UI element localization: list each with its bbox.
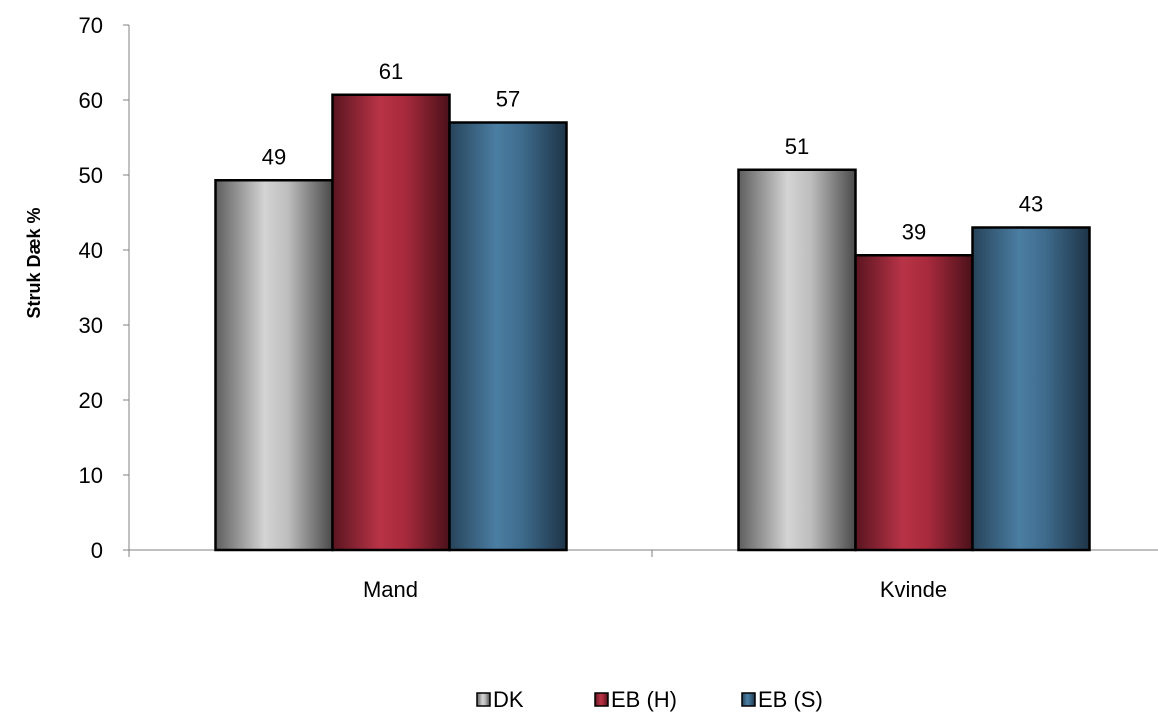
data-label: 43 xyxy=(1019,192,1043,217)
y-tick-label: 50 xyxy=(79,163,103,188)
bar-mand-2 xyxy=(448,121,568,552)
y-tick-label: 20 xyxy=(79,388,103,413)
legend-swatch xyxy=(594,692,609,707)
data-label: 61 xyxy=(379,59,403,84)
legend-label: DK xyxy=(493,687,524,712)
bar-mand-0 xyxy=(214,179,334,552)
legend-label: EB (H) xyxy=(611,687,677,712)
axes: 0 10 20 30 40 50 60 70 Mand Kvinde xyxy=(79,13,1158,602)
y-axis-label: Struk Dæk % xyxy=(24,207,44,318)
data-label: 39 xyxy=(902,219,926,244)
data-label: 51 xyxy=(785,134,809,159)
bar-kvinde-0 xyxy=(737,168,857,552)
y-tick-label: 30 xyxy=(79,313,103,338)
x-category-label: Kvinde xyxy=(880,577,947,602)
data-labels: 49 61 57 51 39 43 xyxy=(262,59,1043,245)
x-category-label: Mand xyxy=(363,577,418,602)
data-label: 49 xyxy=(262,144,286,169)
bars xyxy=(214,93,1091,552)
legend-label: EB (S) xyxy=(758,687,823,712)
y-tick-label: 10 xyxy=(79,463,103,488)
legend-swatch xyxy=(741,692,756,707)
bar-mand-1 xyxy=(331,93,451,552)
bar-kvinde-1 xyxy=(854,254,974,552)
legend-swatch xyxy=(476,692,491,707)
legend: DK EB (H) EB (S) xyxy=(476,687,823,712)
bar-kvinde-2 xyxy=(971,226,1091,552)
y-tick-label: 70 xyxy=(79,13,103,38)
data-label: 57 xyxy=(496,87,520,112)
y-tick-label: 0 xyxy=(91,538,103,563)
y-tick-label: 40 xyxy=(79,238,103,263)
y-tick-label: 60 xyxy=(79,88,103,113)
